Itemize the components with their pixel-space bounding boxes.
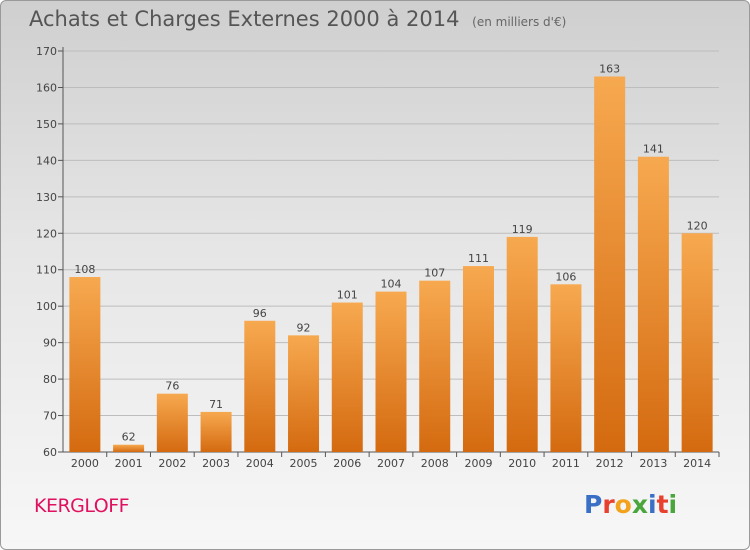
logo-letter: i [668,490,678,519]
x-tick-label: 2004 [246,457,274,470]
data-label: 71 [209,398,223,411]
bar-2010 [506,236,538,452]
y-tick-label: 110 [36,264,57,277]
bar-2012 [594,76,626,452]
bar-2003 [200,411,232,452]
x-tick-label: 2006 [333,457,361,470]
bar-2007 [375,291,407,452]
bar-2004 [244,320,276,452]
bar-2014 [681,233,713,452]
bar-2009 [462,266,494,452]
logo-letter: x [631,490,648,519]
data-label: 106 [555,270,576,283]
data-label: 92 [297,321,311,334]
x-tick-label: 2007 [377,457,405,470]
x-tick-label: 2002 [158,457,186,470]
chart-title-text: Achats et Charges Externes 2000 à 2014 [29,7,460,31]
data-label: 96 [253,307,267,320]
bar-2002 [156,393,188,452]
data-label: 76 [165,380,179,393]
x-tick-label: 2008 [421,457,449,470]
data-label: 101 [337,289,358,302]
y-tick-label: 140 [36,154,57,167]
y-tick-label: 100 [36,300,57,313]
data-label: 62 [122,431,136,444]
x-tick-label: 2012 [596,457,624,470]
x-tick-label: 2000 [71,457,99,470]
x-tick-label: 2011 [552,457,580,470]
logo-letter: o [614,490,632,519]
bar-2001 [113,444,145,452]
x-tick-label: 2001 [115,457,143,470]
x-tick-label: 2014 [683,457,711,470]
x-tick-label: 2005 [290,457,318,470]
data-label: 120 [687,219,708,232]
data-labels: 108 62 76 71 96 92 101 104 107 111 119 106 163 141 120 [74,63,707,444]
data-label: 163 [599,63,620,76]
y-tick-label: 170 [36,45,57,58]
bar-2013 [637,156,669,452]
bar-2005 [288,335,320,452]
x-tick-label: 2009 [464,457,492,470]
y-tick-label: 90 [43,337,57,350]
y-tick-label: 130 [36,191,57,204]
bar-2006 [331,302,363,452]
data-label: 104 [381,278,402,291]
proxiti-logo: Proxiti [584,490,677,519]
data-label: 141 [643,143,664,156]
y-tick-label: 60 [43,446,57,459]
logo-letter: r [602,490,615,519]
data-label: 107 [424,267,445,280]
commune-name: KERGLOFF [34,495,130,517]
x-tick-label: 2003 [202,457,230,470]
y-tick-label: 160 [36,81,57,94]
data-label: 111 [468,252,489,265]
chart-subtitle: (en milliers d'€) [472,15,567,29]
chart-title: Achats et Charges Externes 2000 à 2014 (… [29,7,566,31]
bar-2011 [550,284,582,452]
y-tick-label: 70 [43,410,57,423]
y-tick-label: 120 [36,227,57,240]
data-label: 119 [512,223,533,236]
bar-2000 [69,277,101,452]
data-label: 108 [74,263,95,276]
logo-letter: t [656,490,669,519]
logo-letter: P [584,490,603,519]
logo-letter: i [648,490,657,519]
x-tick-label: 2013 [639,457,667,470]
bar-2008 [419,280,451,452]
y-tick-label: 80 [43,373,57,386]
bars [69,76,713,452]
x-tick-label: 2010 [508,457,536,470]
y-tick-label: 150 [36,118,57,131]
